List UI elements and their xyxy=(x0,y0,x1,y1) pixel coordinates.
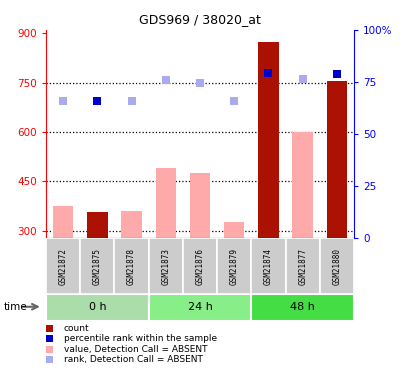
Text: count: count xyxy=(64,324,90,333)
Bar xyxy=(251,294,354,321)
Text: 48 h: 48 h xyxy=(290,302,315,312)
Text: GSM21880: GSM21880 xyxy=(332,248,341,285)
Text: time: time xyxy=(4,302,28,312)
Bar xyxy=(53,206,73,238)
Bar xyxy=(121,211,142,238)
Text: GSM21878: GSM21878 xyxy=(127,248,136,285)
Text: 0 h: 0 h xyxy=(88,302,106,312)
Bar xyxy=(251,238,286,294)
Bar xyxy=(183,238,217,294)
Bar xyxy=(292,132,313,238)
Text: value, Detection Call = ABSENT: value, Detection Call = ABSENT xyxy=(64,345,208,354)
Bar xyxy=(46,294,149,321)
Text: GSM21874: GSM21874 xyxy=(264,248,273,285)
Bar xyxy=(46,238,80,294)
Text: 24 h: 24 h xyxy=(188,302,212,312)
Bar xyxy=(217,238,251,294)
Point xyxy=(128,98,135,104)
Bar xyxy=(286,238,320,294)
Text: rank, Detection Call = ABSENT: rank, Detection Call = ABSENT xyxy=(64,355,203,364)
Bar xyxy=(87,213,108,238)
Bar xyxy=(80,238,114,294)
Bar xyxy=(258,42,279,238)
Text: GSM21879: GSM21879 xyxy=(230,248,239,285)
Point xyxy=(162,77,169,83)
Bar xyxy=(320,238,354,294)
Text: GSM21875: GSM21875 xyxy=(93,248,102,285)
Point xyxy=(265,70,272,76)
Text: GSM21877: GSM21877 xyxy=(298,248,307,285)
Text: GSM21872: GSM21872 xyxy=(59,248,68,285)
Point xyxy=(60,98,66,104)
Bar xyxy=(156,168,176,238)
Text: percentile rank within the sample: percentile rank within the sample xyxy=(64,334,217,343)
Bar xyxy=(149,294,251,321)
Text: GSM21876: GSM21876 xyxy=(196,248,204,285)
Point xyxy=(231,98,238,104)
Point xyxy=(197,80,203,86)
Text: GDS969 / 38020_at: GDS969 / 38020_at xyxy=(139,13,261,26)
Point xyxy=(94,98,100,104)
Point xyxy=(334,71,340,77)
Bar xyxy=(327,81,347,238)
Bar xyxy=(190,173,210,238)
Bar xyxy=(149,238,183,294)
Text: GSM21873: GSM21873 xyxy=(161,248,170,285)
Bar xyxy=(114,238,149,294)
Bar xyxy=(224,222,244,238)
Point xyxy=(300,76,306,82)
